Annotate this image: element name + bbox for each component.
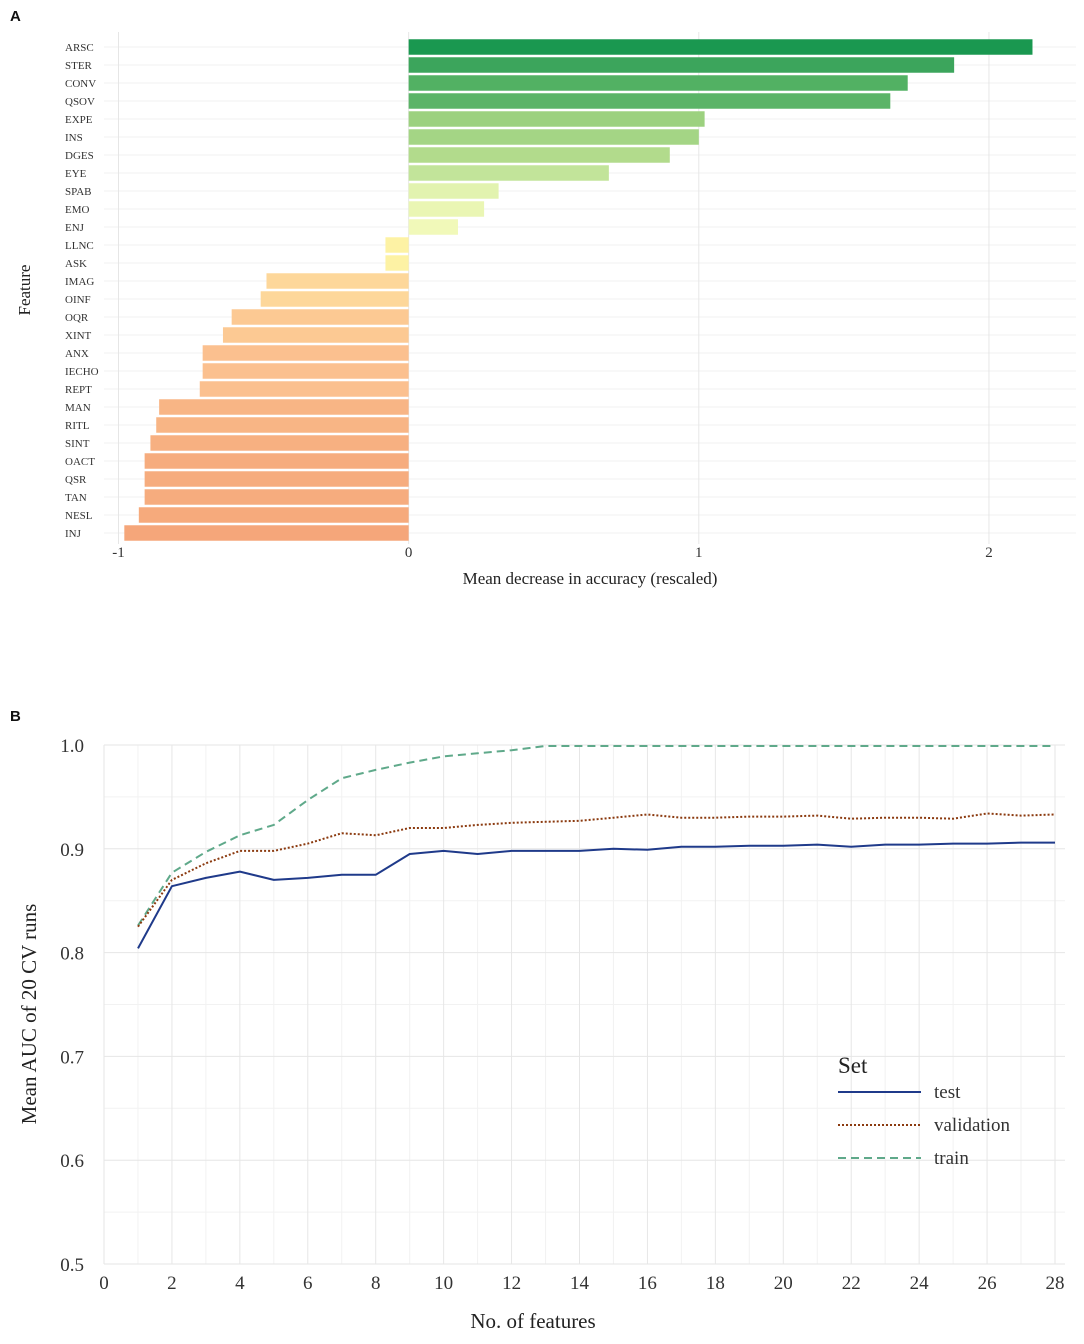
bar-oinf (260, 291, 409, 307)
legend-label-train: train (934, 1148, 969, 1169)
y-tick-label: EXPE (65, 114, 93, 126)
bar-inj (124, 525, 409, 541)
x-tick-label: 0 (405, 545, 413, 561)
bar-oact (144, 453, 409, 469)
legend-label-test: test (934, 1082, 961, 1103)
bar-qsr (144, 471, 409, 487)
series-line-test (137, 841, 1055, 949)
y-tick-label: ANX (65, 348, 89, 360)
y-tick-label: OINF (65, 294, 91, 306)
auc-line-chart: 0 2 4 6 8 10 12 14 16 18 20 22 24 26 280.50.60.70.80.9… (17, 736, 1065, 1333)
y-tick-label: LLNC (65, 240, 94, 252)
x-tick-label: 1 (695, 545, 703, 561)
y-tick-label: 1.0 (60, 736, 84, 757)
x-tick-label: 8 (371, 1273, 381, 1294)
y-tick-label: XINT (65, 330, 92, 342)
y-tick-label: 0.6 (60, 1151, 84, 1172)
bar-sint (150, 435, 409, 451)
x-tick-label: 2 (167, 1273, 177, 1294)
y-tick-label: OACT (65, 456, 95, 468)
x-tick-label: 24 (910, 1273, 930, 1294)
x-tick-label: 2 (985, 545, 993, 561)
y-tick-label: STER (65, 60, 93, 72)
x-tick-label: 14 (570, 1273, 590, 1294)
bar-expe (408, 111, 705, 127)
bar-iecho (202, 363, 409, 379)
x-tick-label: 16 (638, 1273, 657, 1294)
bar-eye (408, 165, 609, 181)
bar-arsc (408, 39, 1033, 55)
y-tick-label: REPT (65, 384, 92, 396)
y-tick-label: TAN (65, 492, 87, 504)
bar-conv (408, 75, 908, 91)
x-tick-label: 10 (434, 1273, 453, 1294)
y-tick-label: ENJ (65, 222, 85, 234)
x-tick-label: 26 (978, 1273, 997, 1294)
y-tick-label: QSR (65, 474, 87, 486)
feature-importance-chart: ARSC STER CONV QSOV EXPE INS DGES EYE SPAB EMO ENJ… (15, 32, 1076, 588)
bar-tan (144, 489, 409, 505)
x-tick-label: 20 (774, 1273, 793, 1294)
y-tick-label: 0.8 (60, 944, 84, 965)
panel-label-b: B (10, 708, 21, 725)
x-tick-label: 6 (303, 1273, 313, 1294)
y-tick-label: IECHO (65, 366, 99, 378)
y-tick-label: QSOV (65, 96, 95, 108)
x-axis-title: No. of features (470, 1309, 595, 1333)
x-axis-title: Mean decrease in accuracy (rescaled) (463, 569, 718, 588)
y-tick-label: IMAG (65, 276, 94, 288)
y-tick-label: DGES (65, 150, 94, 162)
y-tick-label: ARSC (65, 42, 94, 54)
y-axis-title: Feature (15, 265, 34, 316)
y-tick-label: RITL (65, 420, 90, 432)
y-axis-title: Mean AUC of 20 CV runs (17, 904, 41, 1125)
bar-nesl (138, 507, 409, 523)
bar-llnc (385, 237, 409, 253)
y-tick-label: SINT (65, 438, 90, 450)
x-tick-label: 12 (502, 1273, 521, 1294)
series-line-validation (137, 812, 1056, 928)
bar-rept (199, 381, 409, 397)
x-tick-label: 28 (1046, 1273, 1065, 1294)
bar-ster (408, 57, 955, 73)
y-tick-label: SPAB (65, 186, 92, 198)
y-tick-label: INS (65, 132, 83, 144)
legend-label-validation: validation (934, 1115, 1010, 1136)
y-tick-label: INJ (65, 528, 82, 540)
bar-dges (408, 147, 670, 163)
bar-qsov (408, 93, 891, 109)
y-tick-label: 0.9 (60, 840, 84, 861)
y-tick-label: ASK (65, 258, 87, 270)
bar-xint (222, 327, 409, 343)
bar-oqr (231, 309, 409, 325)
panel-label-a: A (10, 8, 21, 25)
x-tick-label: -1 (112, 545, 125, 561)
bar-anx (202, 345, 409, 361)
series-line-train (137, 745, 1055, 927)
y-tick-label: 0.5 (60, 1255, 84, 1276)
y-tick-label: EYE (65, 168, 87, 180)
bar-ask (385, 255, 409, 271)
x-tick-label: 4 (235, 1273, 245, 1294)
y-tick-label: MAN (65, 402, 91, 414)
legend-title: Set (838, 1053, 868, 1078)
y-tick-label: 0.7 (60, 1047, 84, 1068)
bar-enj (408, 219, 458, 235)
bar-ritl (156, 417, 409, 433)
x-tick-label: 0 (99, 1273, 109, 1294)
y-tick-label: EMO (65, 204, 90, 216)
x-tick-label: 18 (706, 1273, 725, 1294)
bar-emo (408, 201, 485, 217)
y-tick-label: OQR (65, 312, 89, 324)
y-tick-label: CONV (65, 78, 96, 90)
bar-imag (266, 273, 409, 289)
x-tick-label: 22 (842, 1273, 861, 1294)
y-tick-label: NESL (65, 510, 93, 522)
bar-ins (408, 129, 699, 145)
bar-spab (408, 183, 499, 199)
bar-man (159, 399, 409, 415)
